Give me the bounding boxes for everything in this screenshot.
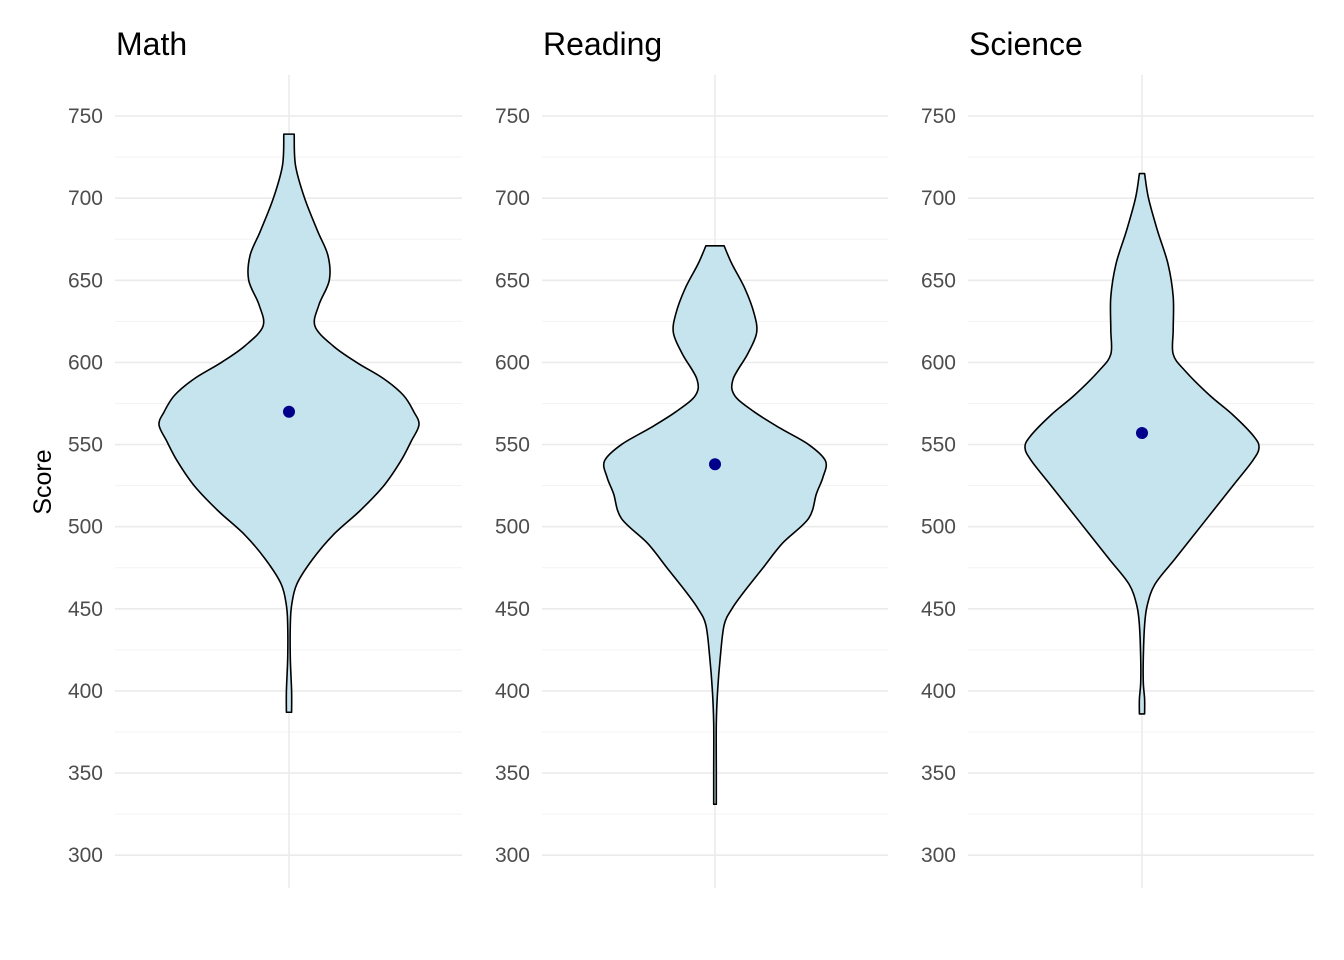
y-tick-label: 350 (495, 762, 530, 785)
mean-point-math (283, 405, 295, 418)
mean-point-reading (709, 458, 721, 471)
y-tick-label: 450 (921, 598, 956, 621)
y-tick-label: 350 (68, 762, 103, 785)
y-tick-label: 600 (495, 351, 530, 374)
mean-point-science (1136, 427, 1148, 440)
violin-science (1024, 172, 1260, 715)
y-tick-label: 700 (921, 187, 956, 210)
y-axis-title: Score (29, 449, 57, 514)
y-tick-label: 500 (495, 516, 530, 539)
y-tick-label: 750 (68, 105, 103, 128)
y-tick-label: 700 (495, 187, 530, 210)
panel-title: Math (116, 26, 187, 62)
y-tick-label: 350 (921, 762, 956, 785)
y-tick-label: 650 (921, 269, 956, 292)
y-tick-label: 300 (921, 844, 956, 867)
y-tick-label: 500 (68, 516, 103, 539)
y-tick-label: 700 (68, 187, 103, 210)
panel-math: 300 350 400 450 500 550 600 650 700 750 Math (68, 26, 462, 888)
y-tick-label: 550 (495, 434, 530, 457)
panel-title: Reading (543, 26, 662, 62)
panel-science: 300 350 400 450 500 550 600 650 700 750 Science (921, 26, 1314, 888)
y-tick-label: 500 (921, 516, 956, 539)
y-tick-label: 750 (495, 105, 530, 128)
y-tick-label: 400 (495, 680, 530, 703)
y-tick-label: 400 (921, 680, 956, 703)
y-tick-label: 400 (68, 680, 103, 703)
y-tick-label: 550 (68, 434, 103, 457)
y-tick-label: 750 (921, 105, 956, 128)
y-tick-label: 450 (68, 598, 103, 621)
y-tick-label: 650 (68, 269, 103, 292)
y-tick-label: 650 (495, 269, 530, 292)
violin-reading (602, 245, 828, 806)
y-tick-label: 600 (68, 351, 103, 374)
violin-math (158, 133, 420, 714)
panel-reading: 300 350 400 450 500 550 600 650 700 750 Reading (495, 26, 888, 888)
y-tick-label: 550 (921, 434, 956, 457)
y-tick-label: 450 (495, 598, 530, 621)
y-tick-label: 300 (495, 844, 530, 867)
y-tick-label: 600 (921, 351, 956, 374)
y-tick-label: 300 (68, 844, 103, 867)
panel-title: Science (969, 26, 1083, 62)
